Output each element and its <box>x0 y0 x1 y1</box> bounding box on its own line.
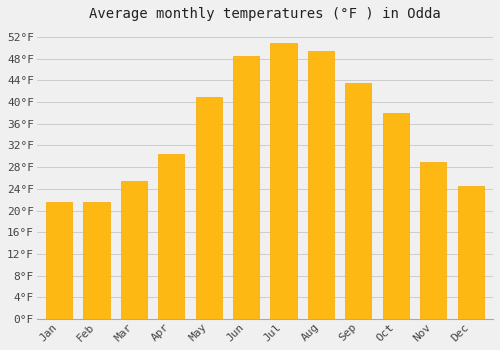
Bar <box>158 154 184 319</box>
Bar <box>458 186 483 319</box>
Bar <box>84 202 110 319</box>
Bar <box>196 97 222 319</box>
Bar <box>270 43 296 319</box>
Bar <box>420 162 446 319</box>
Bar <box>382 113 409 319</box>
Bar <box>121 181 147 319</box>
Title: Average monthly temperatures (°F ) in Odda: Average monthly temperatures (°F ) in Od… <box>89 7 441 21</box>
Bar <box>346 83 372 319</box>
Bar <box>308 51 334 319</box>
Bar <box>46 202 72 319</box>
Bar <box>233 56 260 319</box>
